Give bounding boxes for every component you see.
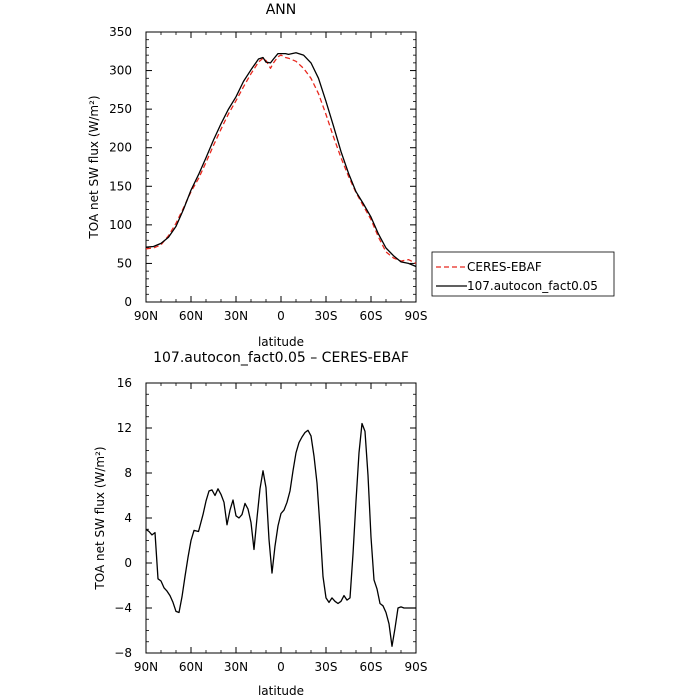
bottom-plot-frame — [145, 382, 417, 654]
top-x-axis-label: latitude — [258, 335, 304, 349]
top-plot-area: 90N 60N 30N 0 30S 60S 90S 0 50 100 150 200 250 300 350 — [109, 25, 427, 323]
top-x-tick-label: 60N — [179, 309, 203, 323]
bottom-y-tick-label: 12 — [117, 421, 132, 435]
top-chart: ANN 90N 60N 30N 0 30S 60S 90S 0 50 100 150 200 250 30… — [87, 2, 615, 349]
top-y-tick-label: 250 — [109, 102, 132, 116]
legend-label-ceres: CERES-EBAF — [467, 260, 542, 274]
bottom-y-tick-label: −4 — [114, 601, 132, 615]
legend-label-model: 107.autocon_fact0.05 — [467, 279, 598, 293]
top-y-tick-label: 200 — [109, 141, 132, 155]
bottom-x-tick-label: 30S — [315, 660, 338, 674]
bottom-series-line-0 — [145, 422, 416, 647]
top-y-tick-label: 0 — [124, 295, 132, 309]
top-x-tick-label: 30N — [224, 309, 248, 323]
top-y-tick-label: 50 — [117, 256, 132, 270]
top-x-tick-label: 0 — [277, 309, 285, 323]
bottom-x-tick-label: 30N — [224, 660, 248, 674]
top-y-tick-label: 100 — [109, 218, 132, 232]
top-y-tick-label: 350 — [109, 25, 132, 39]
top-x-tick-label: 90N — [134, 309, 158, 323]
bottom-y-tick-label: 4 — [124, 511, 132, 525]
bottom-x-tick-label: 90S — [405, 660, 428, 674]
bottom-y-tick-label: −8 — [114, 646, 132, 660]
top-x-tick-label: 30S — [315, 309, 338, 323]
bottom-y-axis-label: TOA net SW flux (W/m²) — [93, 446, 107, 590]
bottom-x-tick-label: 90N — [134, 660, 158, 674]
top-y-axis-label: TOA net SW flux (W/m²) — [87, 95, 101, 239]
legend-box — [431, 251, 615, 297]
top-x-tick-label: 60S — [360, 309, 383, 323]
bottom-plot-area: 90N 60N 30N 0 30S 60S 90S −8 −4 0 4 8 12 16 — [114, 376, 427, 674]
bottom-x-axis-label: latitude — [258, 684, 304, 698]
top-y-tick-label: 300 — [109, 64, 132, 78]
bottom-x-tick-label: 0 — [277, 660, 285, 674]
top-series-line-ceres-ebaf — [145, 54, 417, 264]
bottom-y-tick-label: 16 — [117, 376, 132, 390]
bottom-chart-title: 107.autocon_fact0.05 – CERES-EBAF — [153, 350, 409, 366]
bottom-chart: 107.autocon_fact0.05 – CERES-EBAF 90N 60N… — [93, 350, 427, 698]
bottom-y-tick-label: 0 — [124, 556, 132, 570]
top-series-line-107-autocon-fact0-05 — [145, 52, 417, 268]
top-chart-title: ANN — [266, 2, 297, 18]
bottom-x-tick-label: 60N — [179, 660, 203, 674]
top-x-tick-label: 90S — [405, 309, 428, 323]
top-plot-frame — [145, 31, 417, 303]
top-y-tick-label: 150 — [109, 179, 132, 193]
bottom-x-tick-label: 60S — [360, 660, 383, 674]
bottom-y-tick-label: 8 — [124, 466, 132, 480]
legend: CERES-EBAF 107.autocon_fact0.05 — [431, 251, 615, 297]
